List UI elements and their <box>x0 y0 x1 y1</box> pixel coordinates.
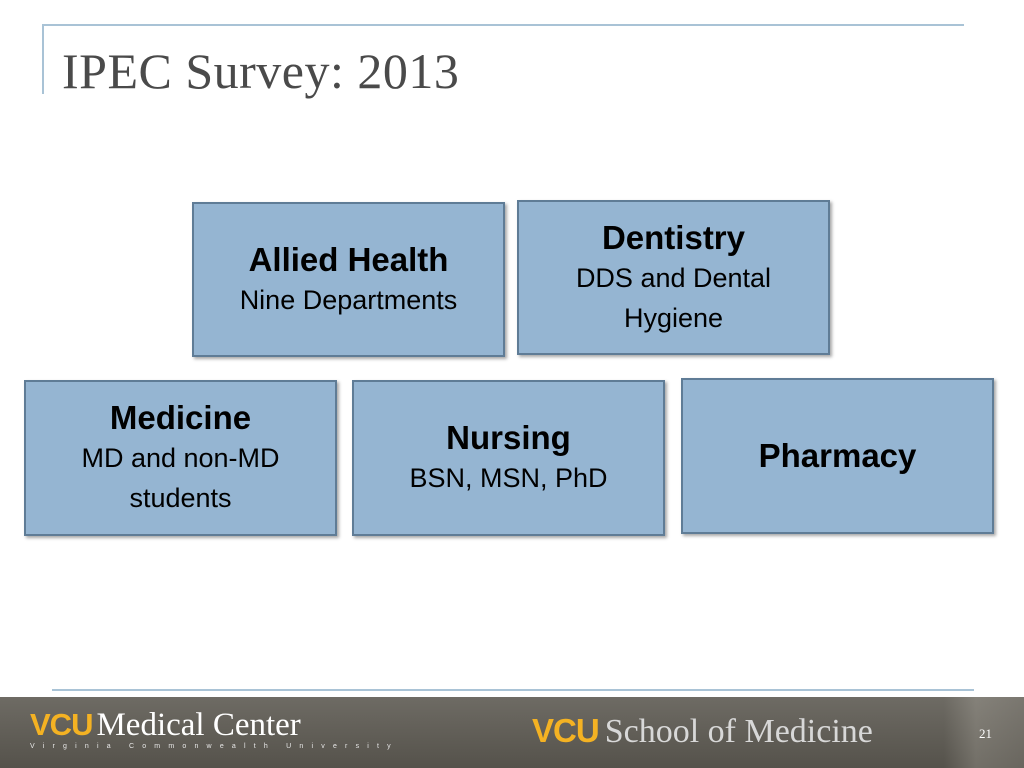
footer-bar: VCU Medical Center Virginia Commonwealth … <box>0 697 1024 768</box>
vcu-medical-center-logo: VCU Medical Center <box>30 707 301 744</box>
title-top-rule <box>44 24 964 26</box>
box-dentistry: Dentistry DDS and Dental Hygiene <box>517 200 830 355</box>
footer-rule <box>52 689 974 691</box>
title-left-rule <box>42 24 44 94</box>
logo-school-of-medicine-text: School of Medicine <box>604 713 873 750</box>
box-detail: Nine Departments <box>239 284 458 315</box>
box-heading: Allied Health <box>248 240 449 278</box>
box-detail: BSN, MSN, PhD <box>409 463 608 493</box>
logo-medical-center-text: Medical Center <box>96 707 301 743</box>
logo-tagline: Virginia Commonwealth University <box>30 743 399 750</box>
logo-vcu-mark: VCU <box>532 712 600 749</box>
page-number: 21 <box>979 726 992 741</box>
box-heading: Pharmacy <box>758 437 917 474</box>
logo-vcu-mark: VCU <box>30 707 93 742</box>
box-heading: Dentistry <box>601 218 746 256</box>
box-medicine: Medicine MD and non-MD students <box>24 380 337 536</box>
box-pharmacy: Pharmacy <box>681 378 994 534</box>
box-detail: DDS and Dental Hygiene <box>575 262 772 333</box>
box-detail: MD and non-MD students <box>81 443 280 513</box>
vcu-school-of-medicine-logo: VCU School of Medicine <box>532 712 873 751</box>
box-heading: Medicine <box>109 399 252 436</box>
column-decoration <box>944 697 1024 768</box>
slide-title: IPEC Survey: 2013 <box>62 43 460 99</box>
box-allied-health: Allied Health Nine Departments <box>192 202 505 357</box>
box-nursing: Nursing BSN, MSN, PhD <box>352 380 665 536</box>
box-heading: Nursing <box>446 419 571 456</box>
